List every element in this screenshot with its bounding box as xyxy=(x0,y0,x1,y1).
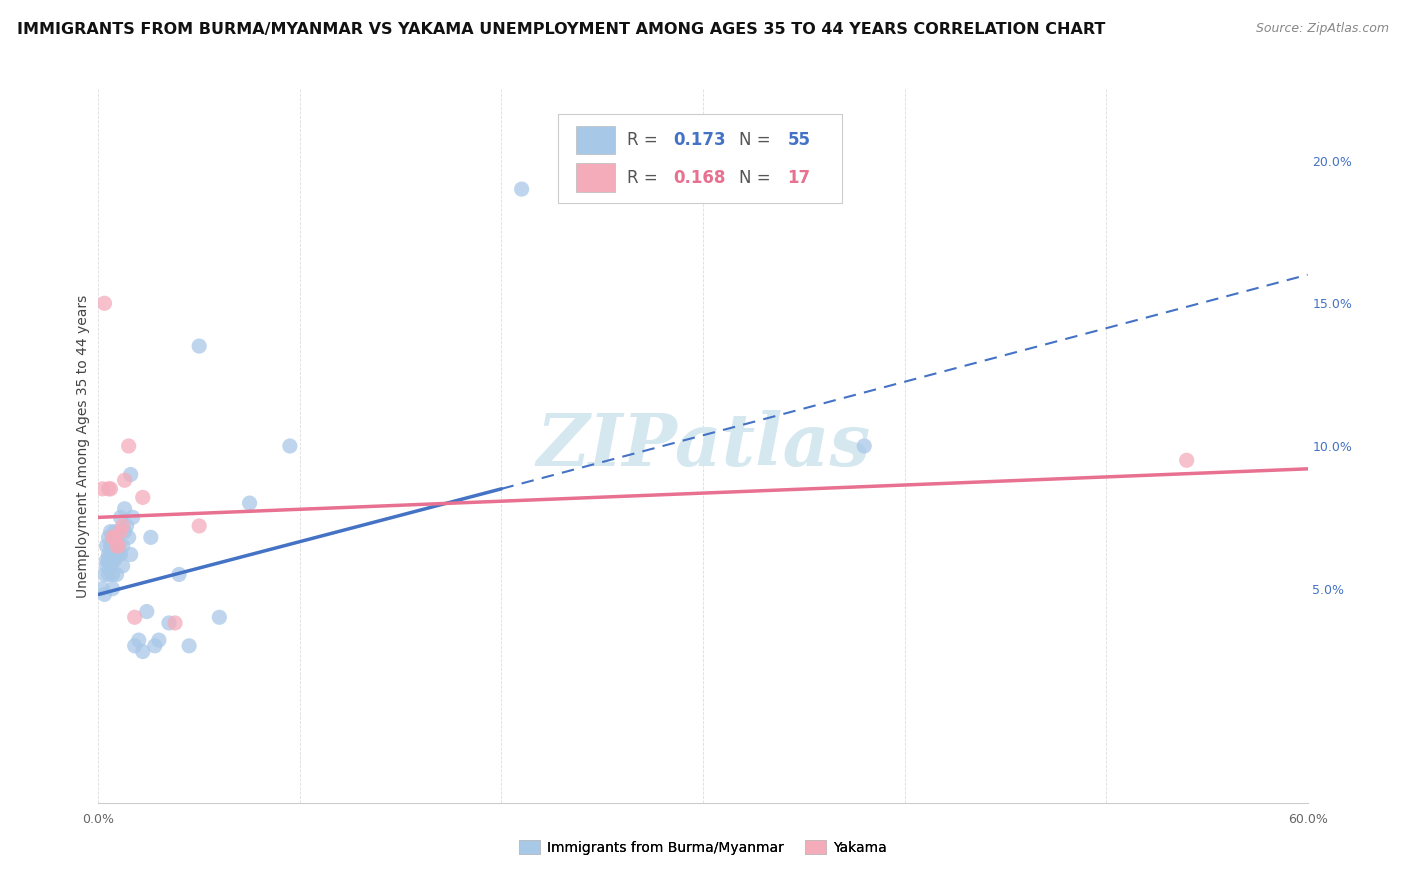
Point xyxy=(105,530,128,544)
Point xyxy=(239,496,262,510)
Point xyxy=(100,558,122,573)
Point xyxy=(120,467,142,482)
Point xyxy=(103,524,125,539)
FancyBboxPatch shape xyxy=(558,114,842,203)
Text: N =: N = xyxy=(740,131,776,149)
Point xyxy=(105,539,128,553)
Point xyxy=(110,524,132,539)
Point xyxy=(124,610,146,624)
Text: ZIPatlas: ZIPatlas xyxy=(536,410,870,482)
Point xyxy=(128,633,150,648)
Point xyxy=(1175,453,1198,467)
Point xyxy=(121,510,143,524)
Point xyxy=(93,296,115,310)
Point xyxy=(118,530,141,544)
Point xyxy=(111,519,134,533)
Point xyxy=(115,519,138,533)
Point xyxy=(179,639,201,653)
FancyBboxPatch shape xyxy=(576,163,614,192)
Point xyxy=(135,605,157,619)
Text: 17: 17 xyxy=(787,169,811,186)
Point xyxy=(114,501,136,516)
Text: R =: R = xyxy=(627,131,662,149)
Point xyxy=(91,582,114,596)
Point xyxy=(93,587,115,601)
Point xyxy=(93,567,115,582)
Point xyxy=(101,582,124,596)
Point xyxy=(105,548,128,562)
Point xyxy=(278,439,301,453)
Point xyxy=(101,530,124,544)
Text: 0.173: 0.173 xyxy=(673,131,725,149)
Point xyxy=(167,567,190,582)
Point xyxy=(110,510,132,524)
Legend: Immigrants from Burma/Myanmar, Yakama: Immigrants from Burma/Myanmar, Yakama xyxy=(515,834,891,860)
Point xyxy=(100,539,122,553)
Point xyxy=(111,558,134,573)
Point xyxy=(114,473,136,487)
Point xyxy=(107,524,129,539)
Point xyxy=(97,553,120,567)
Y-axis label: Unemployment Among Ages 35 to 44 years: Unemployment Among Ages 35 to 44 years xyxy=(76,294,90,598)
Text: IMMIGRANTS FROM BURMA/MYANMAR VS YAKAMA UNEMPLOYMENT AMONG AGES 35 TO 44 YEARS C: IMMIGRANTS FROM BURMA/MYANMAR VS YAKAMA … xyxy=(17,22,1105,37)
Point xyxy=(101,553,124,567)
Point xyxy=(96,553,118,567)
Point xyxy=(101,539,124,553)
Point xyxy=(103,553,125,567)
Point xyxy=(111,539,134,553)
Point xyxy=(107,539,129,553)
Point xyxy=(107,548,129,562)
Point xyxy=(105,567,128,582)
Point xyxy=(143,639,166,653)
Point xyxy=(97,530,120,544)
Point xyxy=(110,548,132,562)
Point xyxy=(96,539,118,553)
Point xyxy=(510,182,533,196)
Point xyxy=(101,567,124,582)
Point xyxy=(114,524,136,539)
Text: 55: 55 xyxy=(787,131,811,149)
Point xyxy=(97,548,120,562)
Point xyxy=(163,615,186,630)
Point xyxy=(91,482,114,496)
Text: N =: N = xyxy=(740,169,776,186)
Point xyxy=(97,567,120,582)
Point xyxy=(96,558,118,573)
Point xyxy=(103,539,125,553)
Point xyxy=(100,482,122,496)
Point xyxy=(100,524,122,539)
Point xyxy=(157,615,180,630)
Point xyxy=(101,530,124,544)
FancyBboxPatch shape xyxy=(576,126,614,154)
Point xyxy=(103,530,125,544)
Point xyxy=(188,339,211,353)
Text: R =: R = xyxy=(627,169,662,186)
Point xyxy=(188,519,211,533)
Point xyxy=(132,644,155,658)
Text: 0.168: 0.168 xyxy=(673,169,725,186)
Point xyxy=(148,633,170,648)
Point xyxy=(853,439,876,453)
Point xyxy=(120,548,142,562)
Point xyxy=(97,482,120,496)
Point xyxy=(132,491,155,505)
Point xyxy=(107,539,129,553)
Point xyxy=(208,610,231,624)
Point xyxy=(118,439,141,453)
Point xyxy=(100,548,122,562)
Point xyxy=(124,639,146,653)
Point xyxy=(139,530,162,544)
Text: Source: ZipAtlas.com: Source: ZipAtlas.com xyxy=(1256,22,1389,36)
